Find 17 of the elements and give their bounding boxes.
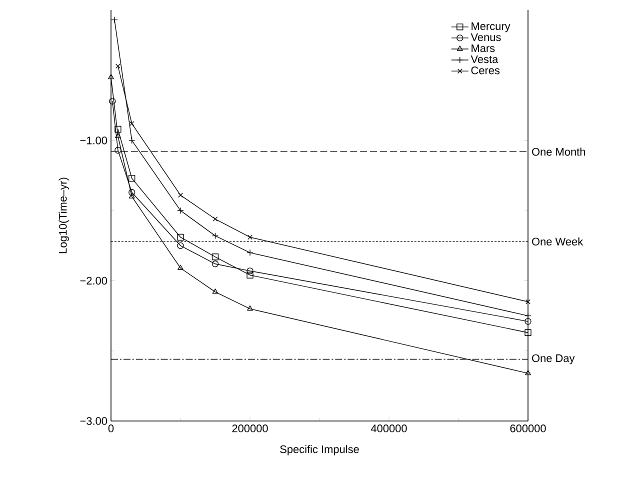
legend-label: Ceres (471, 66, 500, 74)
y-axis-title: Log10(Time–yr) (58, 178, 69, 254)
legend-label: Mars (472, 44, 495, 52)
y-tick-label: −2.00 (80, 276, 108, 285)
x-tick-label: 400000 (370, 424, 407, 432)
y-tick-label: −1.00 (80, 136, 108, 144)
legend-label: Vesta (470, 55, 498, 64)
legend-label: Mercury (472, 22, 510, 32)
x-tick-label: 600000 (510, 424, 546, 432)
ref-line-label: One Week (532, 237, 584, 246)
legend-label: Venus (470, 33, 501, 42)
ref-line-label: One Day (532, 354, 575, 364)
y-tick-label: −3.00 (80, 417, 108, 425)
x-axis-title: Specific Impulse (280, 445, 359, 456)
ref-line-label: One Month (532, 148, 586, 156)
x-tick-label: 200000 (232, 424, 268, 432)
x-tick-label: 0 (108, 424, 114, 432)
